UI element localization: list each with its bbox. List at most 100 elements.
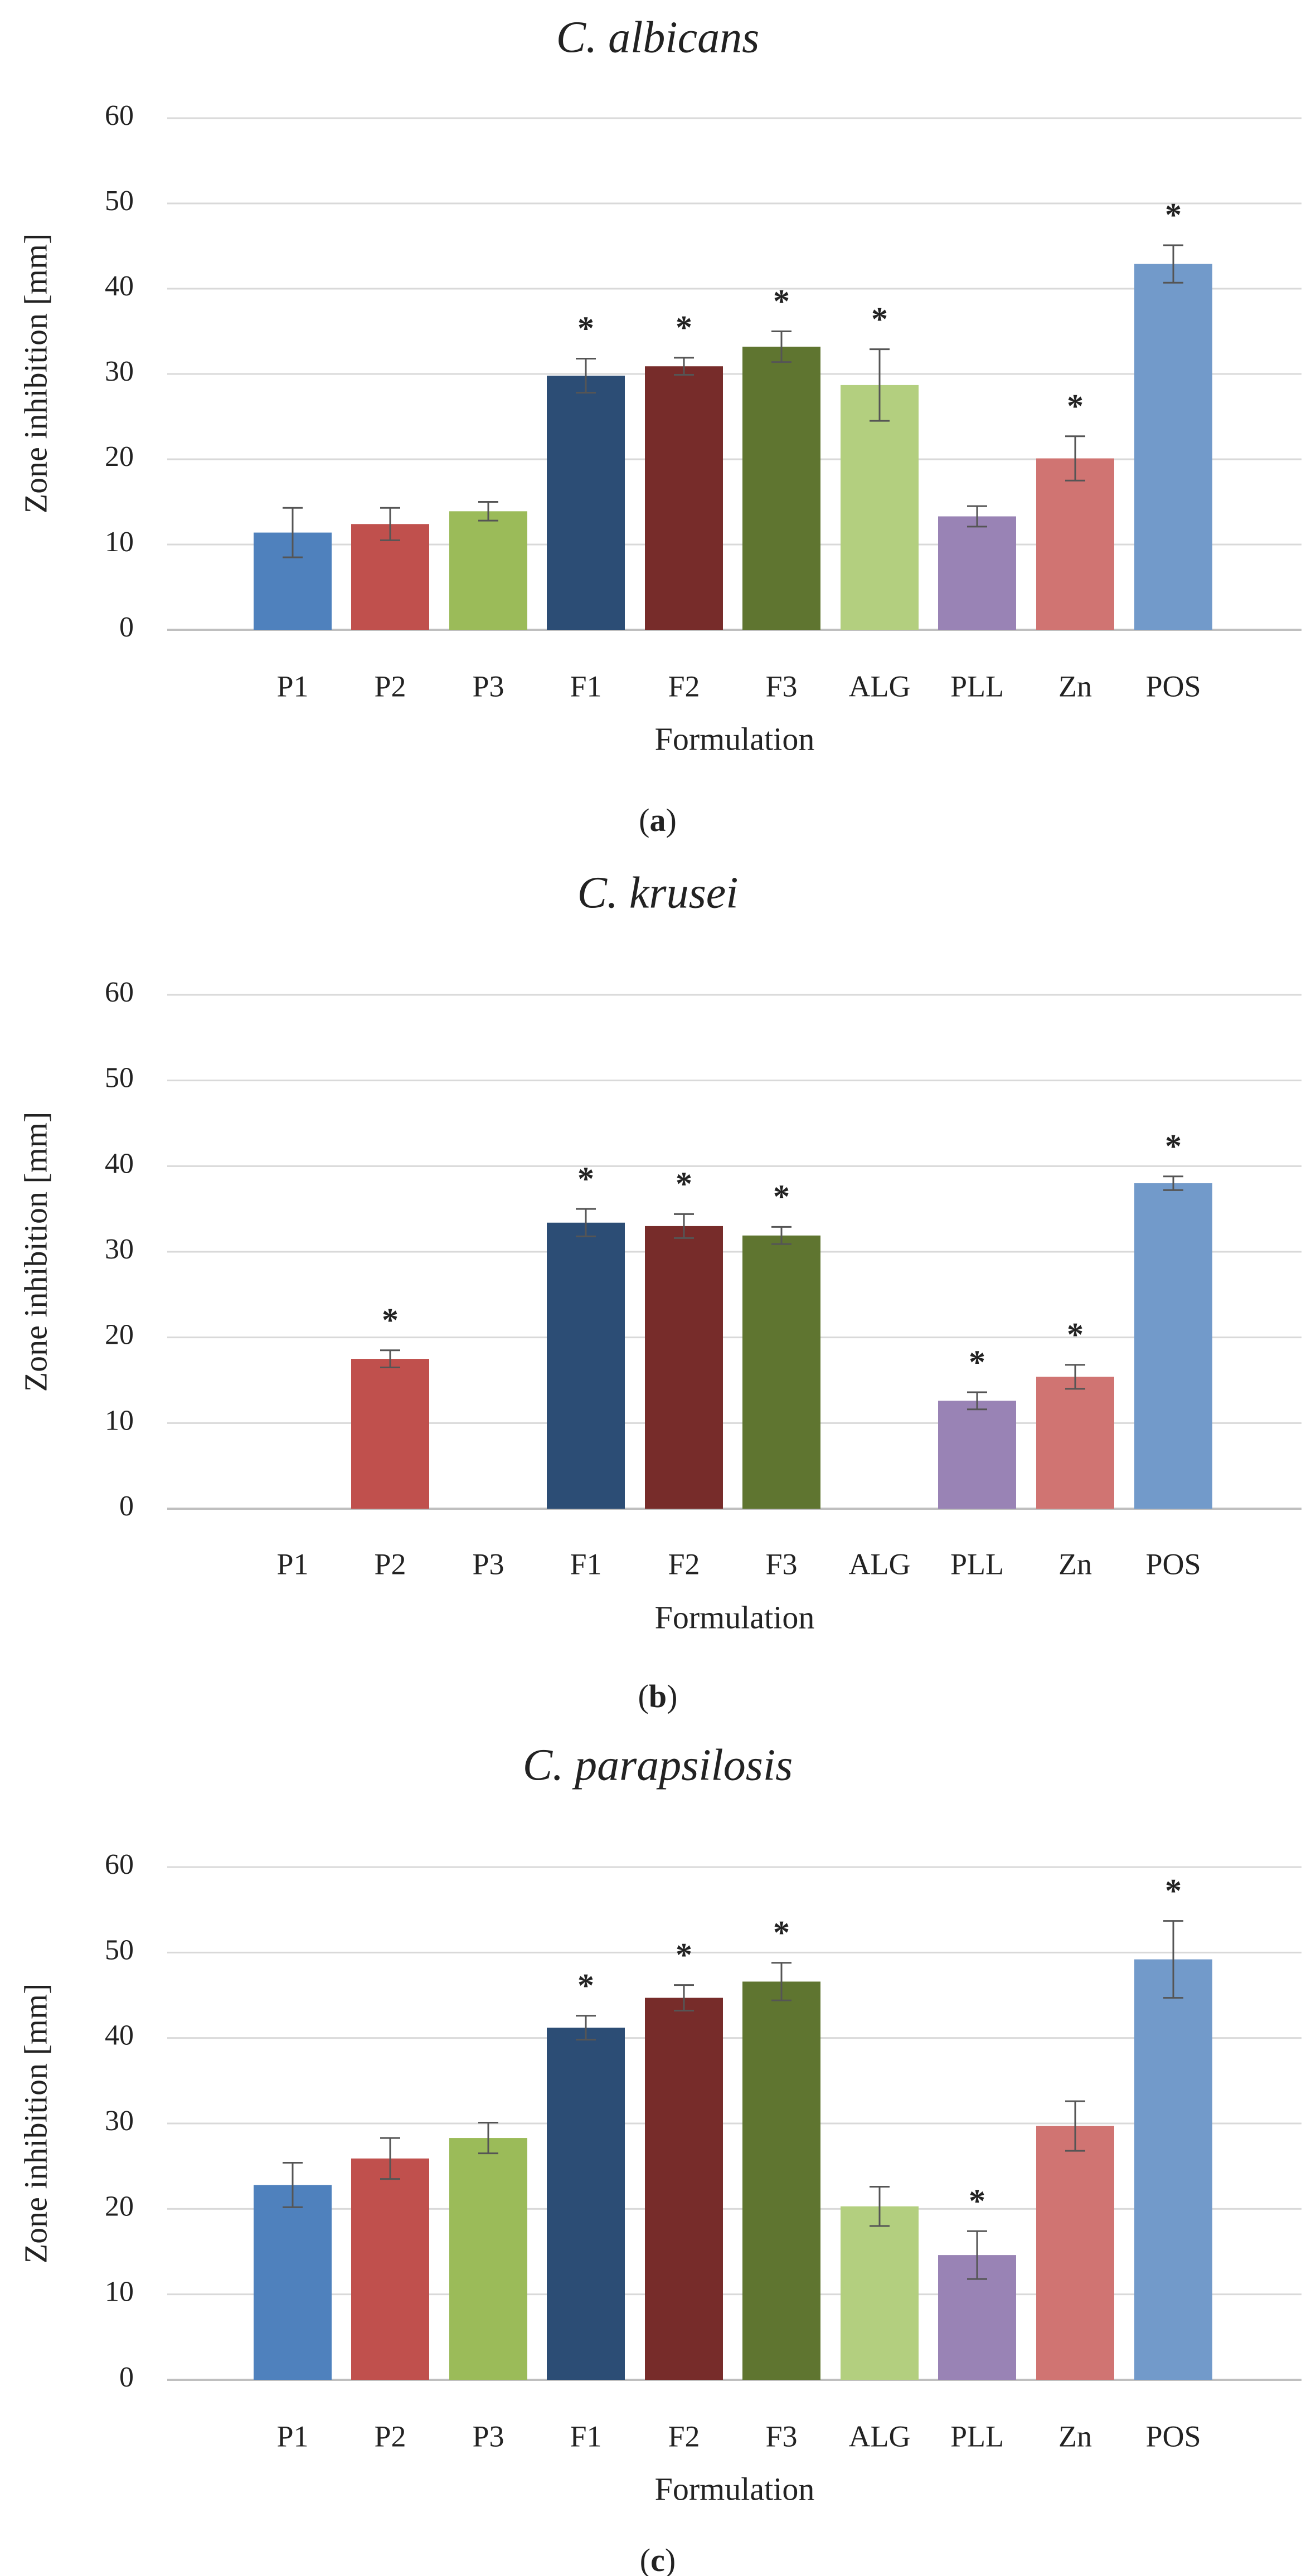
significance-mark: * — [1067, 387, 1084, 424]
panel-label: (b) — [638, 1678, 678, 1714]
chart-title: C. krusei — [577, 868, 739, 917]
significance-mark: * — [676, 1165, 692, 1202]
error-bar-ALG — [870, 2185, 890, 2227]
significance-mark: * — [1165, 197, 1182, 234]
significance-mark: * — [577, 1967, 594, 2004]
bar-POS — [1134, 1183, 1212, 1509]
bar-F2 — [645, 1997, 723, 2380]
x-axis-label: Formulation — [655, 1599, 815, 1635]
error-bar-F1 — [576, 2015, 596, 2041]
chart-panel-c: C. parapsilosis 0 10 20 30 40 50 60 Zone inhibit… — [17, 1741, 1302, 2576]
significance-mark: * — [773, 1914, 790, 1951]
y-tick-label: 40 — [105, 2020, 134, 2052]
error-bar-P2 — [380, 2137, 400, 2180]
significance-mark: * — [676, 1936, 692, 1973]
x-axis-label: Formulation — [655, 721, 815, 757]
error-bar-P2 — [380, 507, 400, 541]
bar-P3 — [449, 2138, 527, 2380]
y-tick-label: 0 — [119, 611, 134, 643]
category-label-P3: P3 — [472, 2419, 504, 2453]
error-bar-F3 — [771, 1962, 791, 2001]
y-axis-label: Zone inhibition [mm] — [17, 1112, 54, 1392]
significance-mark: * — [1067, 1316, 1084, 1353]
bar-PLL — [938, 1401, 1016, 1509]
category-label-P3: P3 — [472, 1547, 504, 1581]
error-bar-PLL — [967, 505, 987, 528]
y-tick-label: 60 — [105, 976, 134, 1008]
y-tick-label: 10 — [105, 2276, 134, 2308]
significance-mark: * — [969, 1344, 985, 1381]
chart-title: C. albicans — [556, 13, 759, 62]
error-bar-F3 — [771, 330, 791, 363]
category-label-POS: POS — [1145, 1547, 1201, 1581]
error-bar-P1 — [283, 507, 303, 558]
y-tick-label: 40 — [105, 1148, 134, 1179]
panel-label: (a) — [639, 802, 677, 838]
error-bar-POS — [1163, 244, 1183, 284]
chart-panel-a: C. albicans 0 10 20 30 40 50 60 Zone inhibition … — [17, 13, 1302, 838]
error-bar-Zn — [1065, 2100, 1085, 2152]
significance-mark: * — [577, 1160, 594, 1197]
bar-P2 — [351, 1359, 429, 1509]
category-label-P1: P1 — [276, 1547, 308, 1581]
category-label-F2: F2 — [668, 2419, 700, 2453]
category-label-PLL: PLL — [950, 2419, 1004, 2453]
significance-mark: * — [676, 309, 692, 346]
bar-P2 — [351, 2158, 429, 2380]
y-tick-label: 60 — [105, 100, 134, 132]
category-label-ALG: ALG — [849, 2419, 911, 2453]
significance-mark: * — [1165, 1128, 1182, 1165]
y-tick-label: 50 — [105, 1062, 134, 1094]
category-label-F3: F3 — [765, 669, 797, 703]
category-label-Zn: Zn — [1058, 1547, 1092, 1581]
category-label-ALG: ALG — [849, 669, 911, 703]
bar-Zn — [1036, 458, 1114, 630]
bar-F1 — [547, 376, 625, 630]
error-bar-POS — [1163, 1175, 1183, 1191]
y-axis-label: Zone inhibition [mm] — [17, 234, 54, 514]
bar-F1 — [547, 1222, 625, 1509]
category-label-F1: F1 — [570, 669, 601, 703]
chart-title: C. parapsilosis — [523, 1741, 793, 1790]
category-label-Zn: Zn — [1058, 2419, 1092, 2453]
significance-mark: * — [871, 300, 888, 337]
category-label-F2: F2 — [668, 669, 700, 703]
category-label-F2: F2 — [668, 1547, 700, 1581]
y-tick-label: 20 — [105, 1319, 134, 1351]
error-bar-F2 — [674, 1213, 694, 1239]
error-bar-Zn — [1065, 1364, 1085, 1390]
significance-mark: * — [773, 1178, 790, 1215]
category-label-P3: P3 — [472, 669, 504, 703]
error-bar-P1 — [283, 2162, 303, 2208]
y-tick-label: 0 — [119, 2361, 134, 2393]
category-label-F1: F1 — [570, 1547, 601, 1581]
category-label-P1: P1 — [276, 2419, 308, 2453]
significance-mark: * — [577, 310, 594, 347]
category-label-P1: P1 — [276, 669, 308, 703]
y-tick-label: 40 — [105, 270, 134, 302]
category-label-ALG: ALG — [849, 1547, 911, 1581]
error-bar-F1 — [576, 357, 596, 394]
x-axis-label: Formulation — [655, 2471, 815, 2507]
error-bar-POS — [1163, 1920, 1183, 1999]
significance-mark: * — [773, 283, 790, 319]
y-tick-label: 20 — [105, 2190, 134, 2222]
y-tick-label: 20 — [105, 441, 134, 473]
significance-mark: * — [1165, 1872, 1182, 1909]
bar-F3 — [742, 1235, 820, 1509]
y-tick-label: 30 — [105, 2105, 134, 2137]
category-label-P2: P2 — [374, 2419, 406, 2453]
significance-mark: * — [969, 2183, 985, 2219]
y-tick-label: 60 — [105, 1849, 134, 1880]
bar-F3 — [742, 1981, 820, 2380]
category-label-PLL: PLL — [950, 669, 1004, 703]
bar-P1 — [254, 2185, 332, 2380]
bar-ALG — [841, 2206, 919, 2380]
bar-F1 — [547, 2028, 625, 2380]
error-bar-PLL — [967, 1391, 987, 1411]
bar-POS — [1134, 1959, 1212, 2380]
bar-Zn — [1036, 2126, 1114, 2380]
significance-mark: * — [382, 1301, 399, 1338]
y-tick-label: 50 — [105, 1934, 134, 1966]
